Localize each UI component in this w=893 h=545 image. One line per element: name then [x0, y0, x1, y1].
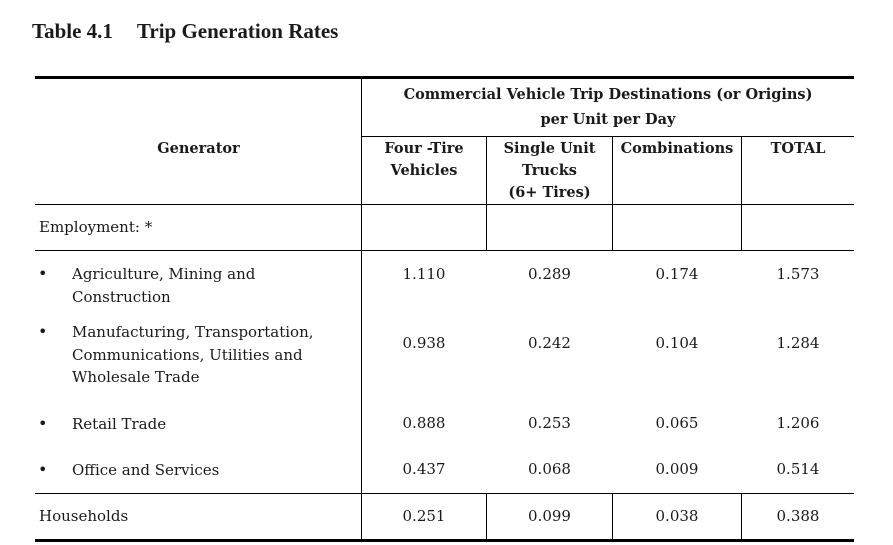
header-single-unit-line3: (6+ Tires)	[508, 184, 591, 201]
row-2-label-line3: Wholesale Trade	[72, 368, 200, 386]
row-4-total: 0.514	[776, 460, 820, 478]
bullet-4: •	[38, 460, 48, 479]
bullet-3: •	[38, 414, 48, 433]
row-1-label-line2: Construction	[72, 288, 171, 306]
col-divider-2	[486, 136, 487, 250]
header-single-unit-line1: Single Unit	[503, 140, 596, 157]
col-divider-2b	[486, 493, 487, 540]
header-group-line1: Commercial Vehicle Trip Destinations (or…	[403, 86, 813, 103]
row-4-single-unit: 0.068	[528, 460, 571, 478]
row-2-four-tire: 0.938	[402, 334, 446, 352]
households-combinations: 0.038	[655, 507, 699, 525]
row-2-single-unit: 0.242	[528, 334, 571, 352]
row-3-single-unit: 0.253	[528, 414, 571, 432]
header-group-line2: per Unit per Day	[540, 111, 676, 128]
row-1-four-tire: 1.110	[402, 265, 446, 283]
header-combinations: Combinations	[620, 140, 734, 157]
col-divider-1	[361, 78, 362, 540]
header-four-tire-line1: Four -Tire	[384, 140, 464, 157]
table-title: Table 4.1 Trip Generation Rates	[32, 19, 338, 44]
households-label: Households	[39, 507, 129, 525]
col-divider-3b	[612, 493, 613, 540]
table-number: Table 4.1	[32, 19, 113, 43]
row-2-label-line2: Communications, Utilities and	[72, 346, 303, 364]
row-4-label: Office and Services	[72, 461, 220, 479]
row-2-total: 1.284	[776, 334, 820, 352]
row-3-four-tire: 0.888	[402, 414, 446, 432]
row-1-label-line1: Agriculture, Mining and	[72, 265, 256, 283]
row-3-combinations: 0.065	[655, 414, 699, 432]
header-subrule	[361, 136, 854, 137]
households-rule	[35, 493, 854, 494]
bottom-rule	[35, 539, 854, 542]
header-generator: Generator	[157, 140, 240, 157]
col-divider-4b	[741, 493, 742, 540]
row-4-four-tire: 0.437	[402, 460, 446, 478]
header-bottom-rule	[35, 204, 854, 205]
households-total: 0.388	[776, 507, 820, 525]
section-employment: Employment: *	[39, 218, 153, 236]
row-1-combinations: 0.174	[655, 265, 699, 283]
employment-rule	[35, 250, 854, 251]
bullet-1: •	[38, 264, 48, 283]
header-total: TOTAL	[770, 140, 826, 157]
row-2-combinations: 0.104	[655, 334, 699, 352]
bullet-2: •	[38, 322, 48, 341]
row-1-single-unit: 0.289	[528, 265, 571, 283]
row-4-combinations: 0.009	[655, 460, 699, 478]
header-single-unit-line2: Trucks	[522, 162, 577, 179]
col-divider-3	[612, 136, 613, 250]
households-single-unit: 0.099	[528, 507, 571, 525]
row-2-label-line1: Manufacturing, Transportation,	[72, 323, 314, 341]
households-four-tire: 0.251	[402, 507, 446, 525]
table-title-text: Trip Generation Rates	[136, 19, 339, 43]
col-divider-4	[741, 136, 742, 250]
header-four-tire-line2: Vehicles	[390, 162, 458, 179]
top-rule	[35, 76, 854, 79]
row-1-total: 1.573	[776, 265, 820, 283]
row-3-total: 1.206	[776, 414, 820, 432]
row-3-label: Retail Trade	[72, 415, 167, 433]
